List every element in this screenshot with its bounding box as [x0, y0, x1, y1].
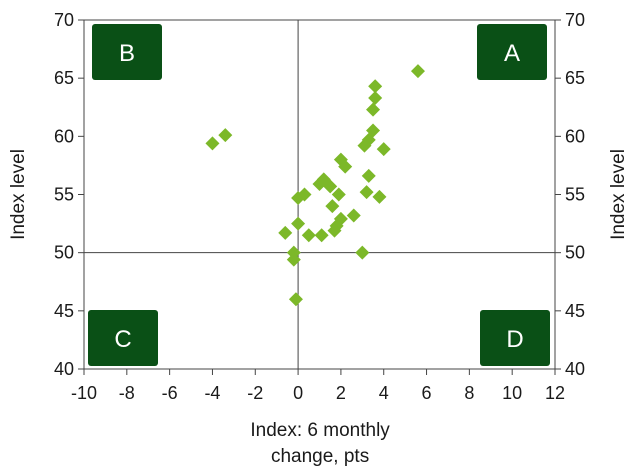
quadrant-c-box: C	[88, 310, 158, 366]
data-point	[278, 225, 293, 240]
quadrant-box-background	[92, 24, 162, 80]
y-axis-left-title: Index level	[8, 149, 29, 240]
x-tick-label: 4	[379, 383, 389, 403]
quadrant-a-box: A	[477, 24, 547, 80]
data-point	[291, 216, 306, 231]
y-tick-label-right: 55	[565, 185, 585, 205]
data-point	[218, 128, 233, 143]
data-point	[366, 102, 381, 117]
y-tick-label-left: 50	[54, 243, 74, 263]
data-point	[359, 185, 374, 200]
x-tick-label: -2	[247, 383, 263, 403]
data-point	[314, 228, 329, 243]
y-tick-label-right: 45	[565, 301, 585, 321]
y-tick-label-left: 45	[54, 301, 74, 321]
data-point	[301, 228, 316, 243]
quadrant-label: D	[506, 326, 523, 353]
quadrant-b-box: B	[92, 24, 162, 80]
x-axis-title-line-1: Index: 6 monthly	[250, 420, 390, 441]
y-tick-label-right: 70	[565, 10, 585, 30]
x-tick-label: 2	[336, 383, 346, 403]
data-point	[325, 199, 340, 214]
quadrant-label: C	[114, 326, 131, 353]
data-point	[376, 142, 391, 157]
data-point	[327, 223, 342, 238]
y-tick-label-right: 40	[565, 359, 585, 379]
data-point	[291, 190, 306, 205]
quadrant-box-background	[480, 310, 550, 366]
quadrant-box-background	[477, 24, 547, 80]
data-point-layer	[205, 64, 425, 307]
data-point	[372, 189, 387, 204]
quadrant-label: A	[504, 40, 520, 67]
y-tick-label-right: 50	[565, 243, 585, 263]
x-tick-label: -8	[119, 383, 135, 403]
quadrant-label-layer: B A C D	[88, 24, 550, 366]
data-point	[355, 245, 370, 260]
quadrant-label: B	[119, 40, 135, 67]
y-tick-label-right: 65	[565, 68, 585, 88]
data-point	[338, 159, 353, 174]
y-tick-label-left: 70	[54, 10, 74, 30]
data-point	[288, 292, 303, 307]
y-tick-label-left: 60	[54, 126, 74, 146]
y-axis-right-title: Index level	[608, 149, 629, 240]
x-tick-label: 0	[293, 383, 303, 403]
quadrant-box-background	[88, 310, 158, 366]
x-tick-label: -4	[204, 383, 220, 403]
x-tick-label: 6	[422, 383, 432, 403]
data-point	[357, 138, 372, 153]
data-point	[323, 179, 338, 194]
x-axis-title-line-2: change, pts	[271, 446, 369, 467]
x-tick-label: 8	[464, 383, 474, 403]
x-tick-label: -6	[162, 383, 178, 403]
quadrant-d-box: D	[480, 310, 550, 366]
data-point	[205, 136, 220, 151]
data-point	[312, 177, 327, 192]
x-tick-label: 10	[502, 383, 522, 403]
data-point	[368, 79, 383, 94]
y-tick-label-left: 40	[54, 359, 74, 379]
y-tick-label-left: 65	[54, 68, 74, 88]
data-point	[361, 168, 376, 183]
y-tick-label-left: 55	[54, 185, 74, 205]
y-tick-label-right: 60	[565, 126, 585, 146]
x-tick-label: -10	[71, 383, 97, 403]
data-point	[410, 64, 425, 79]
data-point	[368, 90, 383, 105]
data-point	[346, 208, 361, 223]
data-point	[331, 187, 346, 202]
data-point	[286, 252, 301, 267]
x-tick-label: 12	[545, 383, 565, 403]
